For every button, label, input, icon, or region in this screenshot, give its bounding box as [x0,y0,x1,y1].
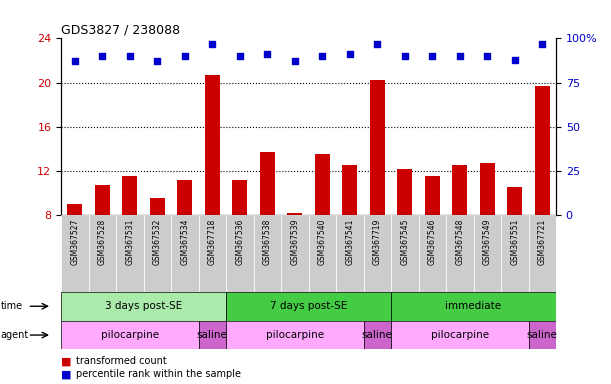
Text: GSM367540: GSM367540 [318,219,327,265]
Bar [199,321,226,349]
Bar [144,215,171,292]
Text: pilocarpine: pilocarpine [431,330,489,340]
Bar [446,215,474,292]
Point [125,53,134,59]
Bar [397,169,412,215]
Text: percentile rank within the sample: percentile rank within the sample [76,369,241,379]
Point [455,53,464,59]
Bar [226,292,391,321]
Text: GSM367549: GSM367549 [483,219,492,265]
Text: GDS3827 / 238088: GDS3827 / 238088 [61,23,180,36]
Text: time: time [1,301,23,311]
Bar [535,86,550,215]
Text: GSM367528: GSM367528 [98,219,107,265]
Bar [61,321,199,349]
Text: saline: saline [197,330,228,340]
Bar [287,213,302,215]
Text: GSM367531: GSM367531 [125,219,134,265]
Bar [281,215,309,292]
Point [538,41,547,47]
Bar [254,215,281,292]
Text: GSM367546: GSM367546 [428,219,437,265]
Point [180,53,189,59]
Point [153,58,163,65]
Bar [116,215,144,292]
Text: immediate: immediate [445,301,502,311]
Bar [419,215,446,292]
Point [373,41,382,47]
Text: transformed count: transformed count [76,356,167,366]
Text: agent: agent [1,330,29,340]
Text: GSM367721: GSM367721 [538,219,547,265]
Bar [177,180,192,215]
Bar [122,176,137,215]
Text: GSM367534: GSM367534 [180,219,189,265]
Bar [342,166,357,215]
Bar [474,215,501,292]
Bar [205,75,220,215]
Text: GSM367539: GSM367539 [290,219,299,265]
Bar [309,215,336,292]
Bar [95,185,110,215]
Bar [452,166,467,215]
Bar [501,215,529,292]
Text: saline: saline [527,330,558,340]
Text: 7 days post-SE: 7 days post-SE [270,301,347,311]
Bar [480,163,495,215]
Bar [370,80,385,215]
Bar [364,215,391,292]
Text: ■: ■ [61,356,71,366]
Bar [67,204,82,215]
Text: GSM367719: GSM367719 [373,219,382,265]
Bar [315,154,330,215]
Bar [61,292,226,321]
Text: GSM367527: GSM367527 [70,219,79,265]
Point [427,53,437,59]
Text: pilocarpine: pilocarpine [266,330,324,340]
Text: saline: saline [362,330,393,340]
Bar [391,292,556,321]
Point [510,56,519,63]
Point [482,53,492,59]
Bar [226,215,254,292]
Text: GSM367541: GSM367541 [345,219,354,265]
Bar [89,215,116,292]
Bar [529,215,556,292]
Bar [529,321,556,349]
Text: GSM367718: GSM367718 [208,219,217,265]
Text: GSM367538: GSM367538 [263,219,272,265]
Text: GSM367545: GSM367545 [400,219,409,265]
Text: GSM367532: GSM367532 [153,219,162,265]
Point [400,53,409,59]
Bar [61,215,89,292]
Text: ■: ■ [61,369,71,379]
Bar [232,180,247,215]
Bar [260,152,275,215]
Bar [150,199,165,215]
Bar [391,215,419,292]
Point [70,58,79,65]
Text: GSM367551: GSM367551 [510,219,519,265]
Text: GSM367536: GSM367536 [235,219,244,265]
Point [318,53,327,59]
Bar [171,215,199,292]
Text: 3 days post-SE: 3 days post-SE [105,301,182,311]
Point [98,53,108,59]
Point [345,51,354,57]
Point [235,53,244,59]
Bar [391,321,529,349]
Text: GSM367548: GSM367548 [455,219,464,265]
Bar [226,321,364,349]
Point [207,41,218,47]
Point [263,51,273,57]
Bar [364,321,391,349]
Bar [199,215,226,292]
Bar [507,187,522,215]
Text: pilocarpine: pilocarpine [101,330,159,340]
Bar [336,215,364,292]
Point [290,58,300,65]
Bar [425,176,440,215]
